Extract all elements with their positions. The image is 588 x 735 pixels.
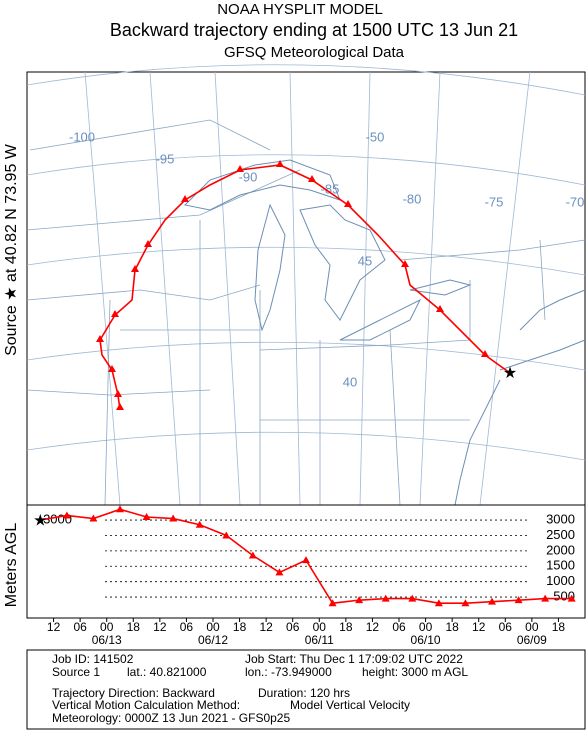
lon-label: -95 bbox=[156, 151, 175, 166]
lon: lon.: -73.949000 bbox=[245, 665, 332, 679]
y-tick-label: 1500 bbox=[546, 558, 575, 573]
title-line-3: GFSQ Meteorological Data bbox=[224, 44, 405, 61]
height-marker bbox=[275, 568, 284, 576]
graticule-labels: -100 -95 -90 -85 -80 -75 -70 -50 45 40 bbox=[69, 129, 584, 389]
meteorology: Meteorology: 0000Z 13 Jun 2021 - GFS0p25 bbox=[52, 711, 290, 725]
height-marker bbox=[116, 505, 124, 513]
height-marker bbox=[195, 520, 204, 528]
x-tick-label: 18 bbox=[339, 620, 353, 634]
x-tick-label: 06 bbox=[73, 620, 87, 634]
x-tick-label: 18 bbox=[445, 620, 459, 634]
job-start: Job Start: Thu Dec 1 17:09:02 UTC 2022 bbox=[245, 652, 463, 666]
x-tick-label: 12 bbox=[259, 620, 273, 634]
y-tick-label: 2500 bbox=[546, 527, 575, 542]
y-tick-label: 3000 bbox=[546, 512, 575, 527]
height-marker bbox=[541, 594, 550, 602]
trajectory-path bbox=[99, 164, 511, 411]
height-marker bbox=[567, 594, 576, 602]
height-marker bbox=[355, 596, 364, 604]
height-marker bbox=[302, 556, 310, 564]
job-id: Job ID: 141502 bbox=[52, 652, 134, 666]
lat: lat.: 40.821000 bbox=[127, 665, 207, 679]
x-tick-label: 00 bbox=[100, 620, 114, 634]
y-tick-label: 2000 bbox=[546, 542, 575, 557]
height-marker bbox=[142, 513, 151, 521]
x-tick-label: 00 bbox=[313, 620, 327, 634]
height-marker bbox=[381, 594, 390, 602]
x-tick-label: 06 bbox=[286, 620, 300, 634]
height-marker bbox=[62, 511, 71, 519]
x-tick-label: 06 bbox=[392, 620, 406, 634]
height-frame bbox=[26, 504, 586, 619]
height-marker bbox=[408, 594, 417, 602]
x-tick-label: 00 bbox=[525, 620, 539, 634]
x-tick-label: 12 bbox=[153, 620, 167, 634]
source-side-label: Source ★ at 40.82 N 73.95 W bbox=[3, 143, 20, 356]
x-tick-label: 18 bbox=[552, 620, 566, 634]
x-tick-label: 06 bbox=[499, 620, 513, 634]
date-label: 06/09 bbox=[517, 633, 547, 647]
source-star: ★ bbox=[503, 365, 517, 382]
method: Model Vertical Velocity bbox=[290, 698, 410, 712]
duration: Duration: 120 hrs bbox=[258, 686, 350, 700]
x-tick-label: 18 bbox=[127, 620, 141, 634]
lon-label: -85 bbox=[321, 181, 340, 196]
height-marker bbox=[222, 531, 231, 539]
title-line-1: NOAA HYSPLIT MODEL bbox=[217, 1, 383, 18]
height-marker bbox=[328, 599, 337, 607]
lon-label: -100 bbox=[69, 129, 95, 144]
height-marker bbox=[169, 514, 178, 522]
lat-label: 45 bbox=[358, 253, 372, 268]
lon-label: -80 bbox=[403, 191, 422, 206]
trajectory: ★ bbox=[96, 160, 517, 411]
method-label: Vertical Motion Calculation Method: bbox=[52, 698, 240, 712]
date-label: 06/10 bbox=[411, 633, 441, 647]
height-marker bbox=[248, 551, 257, 559]
y-axis-label: Meters AGL bbox=[3, 523, 20, 608]
height-marker bbox=[514, 596, 523, 604]
date-label: 06/12 bbox=[198, 633, 228, 647]
title-line-2: Backward trajectory ending at 1500 UTC 1… bbox=[110, 20, 518, 40]
map-geography bbox=[26, 64, 586, 506]
x-tick-label: 00 bbox=[419, 620, 433, 634]
source: Source 1 bbox=[52, 665, 100, 679]
footer-frame bbox=[26, 649, 586, 730]
lon-label: -75 bbox=[485, 194, 504, 209]
x-tick-label: 12 bbox=[366, 620, 380, 634]
x-tick-label: 00 bbox=[206, 620, 220, 634]
y-tick-label: 1000 bbox=[546, 573, 575, 588]
x-tick-label: 18 bbox=[233, 620, 247, 634]
height-marker bbox=[461, 599, 470, 607]
height-marker bbox=[89, 514, 98, 522]
date-label: 06/13 bbox=[92, 633, 122, 647]
x-tick-label: 12 bbox=[47, 620, 61, 634]
direction: Trajectory Direction: Backward bbox=[52, 686, 215, 700]
lat-label: -50 bbox=[366, 129, 385, 144]
x-tick-label: 12 bbox=[472, 620, 486, 634]
lon-label: -70 bbox=[566, 194, 585, 209]
start-star: ★ bbox=[33, 512, 47, 529]
lat-label: 40 bbox=[343, 374, 357, 389]
height-marker bbox=[488, 597, 496, 605]
date-label: 06/11 bbox=[305, 633, 334, 647]
x-tick-label: 06 bbox=[180, 620, 194, 634]
height: height: 3000 m AGL bbox=[362, 665, 468, 679]
lon-label: -90 bbox=[239, 169, 258, 184]
height-marker bbox=[434, 599, 443, 607]
